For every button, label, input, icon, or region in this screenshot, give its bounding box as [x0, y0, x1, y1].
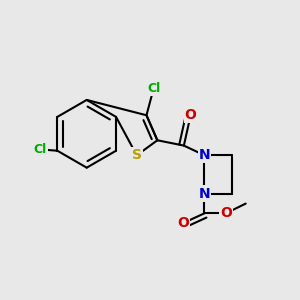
- Text: N: N: [199, 148, 210, 162]
- Text: Cl: Cl: [147, 82, 160, 95]
- Text: N: N: [199, 187, 210, 201]
- Text: Cl: Cl: [34, 143, 47, 156]
- Text: O: O: [220, 206, 232, 220]
- Text: O: O: [177, 216, 189, 230]
- Text: O: O: [185, 108, 197, 122]
- Text: S: S: [132, 148, 142, 162]
